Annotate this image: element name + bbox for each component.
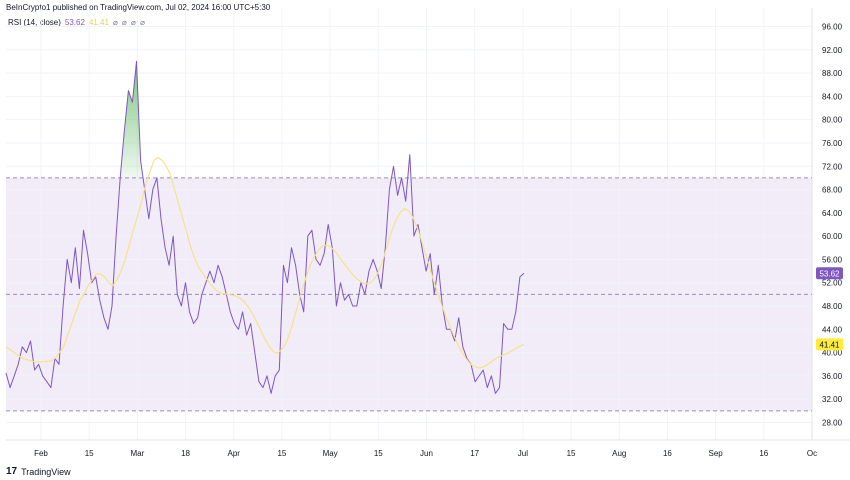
y-tick-label: 84.00	[822, 92, 843, 101]
x-tick-label: Oc	[807, 449, 817, 458]
x-tick-label: 15	[85, 449, 94, 458]
y-tick-label: 72.00	[822, 162, 843, 171]
x-tick-label: 18	[181, 449, 190, 458]
y-tick-label: 44.00	[822, 325, 843, 334]
y-tick-label: 48.00	[822, 302, 843, 311]
x-tick-label: Aug	[612, 449, 626, 458]
tradingview-brand: TradingView	[21, 466, 71, 477]
y-tick-label: 56.00	[822, 255, 843, 264]
x-tick-label: Jun	[420, 449, 433, 458]
x-tick-label: May	[323, 449, 338, 458]
y-tick-label: 32.00	[822, 395, 843, 404]
y-tick-label: 52.00	[822, 279, 843, 288]
x-tick-label: Apr	[228, 449, 241, 458]
x-tick-label: 17	[470, 449, 479, 458]
x-tick-label: Jul	[518, 449, 528, 458]
y-tick-label: 80.00	[822, 116, 843, 125]
x-tick-label: 16	[663, 449, 672, 458]
tradingview-footer: 17 TradingView	[6, 466, 71, 477]
indicator-name[interactable]: RSI (14, close)	[8, 18, 61, 27]
x-tick-label: 15	[567, 449, 576, 458]
ma-last-value-badge: 41.41	[819, 340, 840, 349]
y-tick-label: 68.00	[822, 186, 843, 195]
y-tick-label: 76.00	[822, 139, 843, 148]
x-tick-label: Sep	[709, 449, 724, 458]
y-tick-label: 36.00	[822, 372, 843, 381]
y-tick-label: 40.00	[822, 349, 843, 358]
rsi-last-value-badge-bg	[816, 267, 843, 280]
y-tick-label: 60.00	[822, 232, 843, 241]
y-tick-label: 28.00	[822, 419, 843, 428]
y-tick-label: 64.00	[822, 209, 843, 218]
indicator-controls-icon[interactable]: ⌀ ⌀ ⌀ ⌀	[112, 18, 146, 27]
x-tick-label: Mar	[130, 449, 144, 458]
x-tick-label: Feb	[34, 449, 48, 458]
y-tick-label: 96.00	[822, 23, 843, 32]
y-tick-label: 88.00	[822, 69, 843, 78]
rsi-value: 53.62	[64, 18, 85, 27]
tradingview-logo-icon: 17	[6, 466, 18, 477]
rsi-ma-line	[5, 156, 525, 369]
rsi-last-value-badge: 53.62	[819, 269, 840, 278]
ma-value: 41.41	[88, 18, 109, 27]
rsi-line	[5, 60, 525, 394]
x-tick-label: 15	[374, 449, 383, 458]
published-caption: BeInCrypto1 published on TradingView.com…	[6, 3, 271, 12]
indicator-legend[interactable]: RSI (14, close) 53.62 41.41 ⌀ ⌀ ⌀ ⌀	[8, 18, 146, 27]
x-tick-label: 15	[277, 449, 286, 458]
x-tick-label: 16	[759, 449, 768, 458]
ma-last-value-badge-bg	[816, 338, 843, 351]
y-tick-label: 92.00	[822, 46, 843, 55]
